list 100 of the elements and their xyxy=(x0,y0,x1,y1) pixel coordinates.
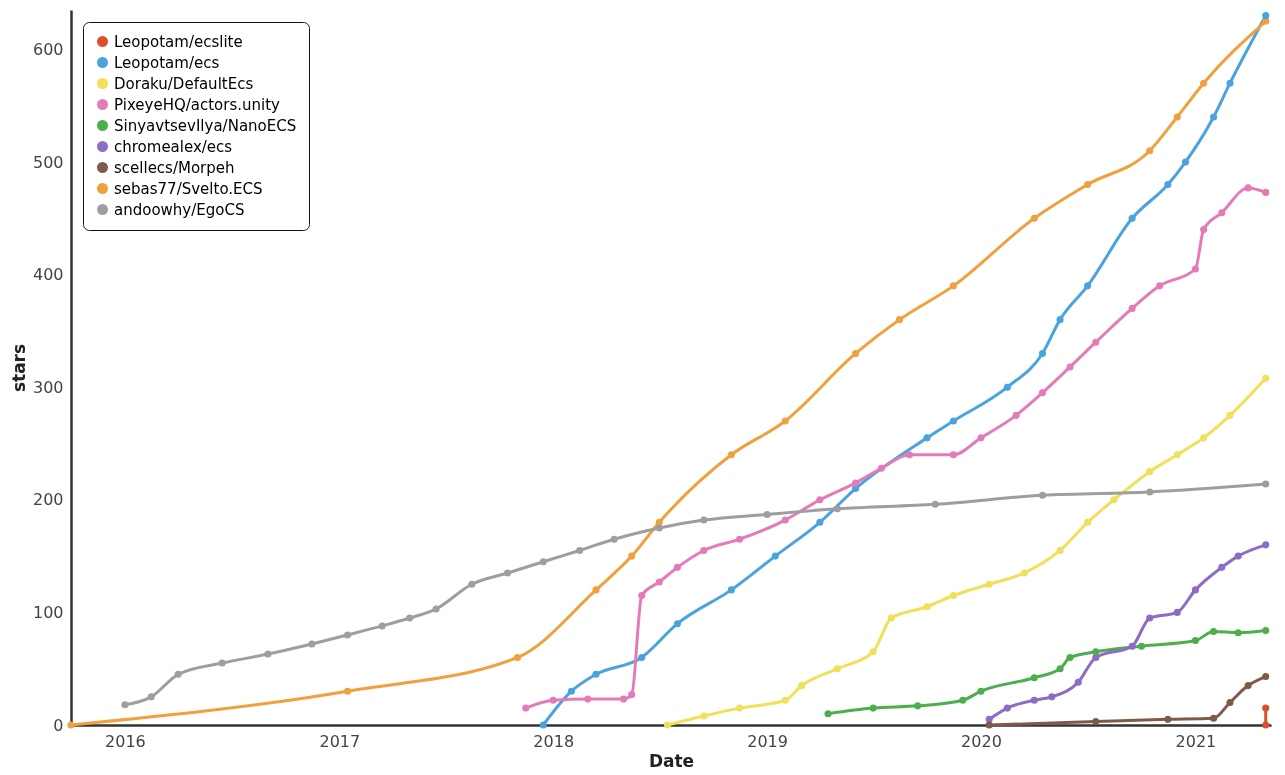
point xyxy=(1146,147,1154,155)
point xyxy=(1210,714,1218,722)
point xyxy=(1128,214,1136,222)
point xyxy=(869,704,877,712)
point xyxy=(1164,715,1172,723)
point xyxy=(468,580,476,588)
y-tick-label: 500 xyxy=(32,152,64,172)
point xyxy=(1262,480,1270,488)
point xyxy=(1234,552,1242,560)
point xyxy=(539,558,547,566)
point xyxy=(655,578,663,586)
point xyxy=(877,464,885,472)
point xyxy=(1012,411,1020,419)
point xyxy=(833,665,841,673)
point xyxy=(869,648,877,656)
point xyxy=(949,417,957,425)
point xyxy=(985,580,993,588)
point xyxy=(1181,158,1189,166)
point xyxy=(798,682,806,690)
legend-label: Doraku/DefaultEcs xyxy=(114,74,254,93)
x-tick-label: 2021 xyxy=(1175,731,1217,751)
point xyxy=(1110,496,1118,504)
point xyxy=(522,704,530,712)
point xyxy=(638,591,646,600)
point xyxy=(218,659,226,667)
point xyxy=(1128,304,1136,312)
point xyxy=(1200,434,1208,442)
point xyxy=(1056,665,1064,673)
point xyxy=(1226,698,1234,707)
point xyxy=(1191,637,1199,645)
point xyxy=(1200,226,1208,234)
point xyxy=(1173,608,1181,616)
point xyxy=(576,546,584,554)
point xyxy=(700,712,708,720)
point xyxy=(1226,79,1234,87)
y-axis-title: stars xyxy=(8,343,29,393)
x-tick-label: 2020 xyxy=(961,731,1002,751)
point xyxy=(1074,678,1082,686)
legend-label: andoowhy/EgoCS xyxy=(114,200,245,219)
point xyxy=(121,701,129,709)
point xyxy=(174,670,182,678)
point xyxy=(700,516,708,524)
point xyxy=(655,518,663,526)
point xyxy=(1262,17,1270,25)
point xyxy=(816,496,824,504)
point xyxy=(1146,614,1154,622)
point xyxy=(1066,363,1074,371)
point xyxy=(592,670,600,678)
legend-label: PixeyeHQ/actors.unity xyxy=(114,95,281,114)
x-tick-label: 2016 xyxy=(105,731,146,751)
point xyxy=(1262,673,1270,681)
legend-label: chromealex/ecs xyxy=(114,137,233,156)
point xyxy=(1191,265,1199,273)
point xyxy=(985,721,993,729)
legend-label: Leopotam/ecs xyxy=(114,53,220,72)
point xyxy=(147,693,155,701)
point xyxy=(700,546,708,554)
y-tick-label: 0 xyxy=(53,715,64,735)
point xyxy=(1191,586,1199,594)
point xyxy=(503,569,512,577)
point xyxy=(432,605,440,613)
point xyxy=(655,524,663,532)
point xyxy=(1210,628,1218,636)
point xyxy=(887,614,895,622)
point xyxy=(1084,181,1092,189)
point xyxy=(549,696,557,704)
point xyxy=(1218,209,1226,217)
point xyxy=(1048,693,1056,701)
point xyxy=(977,687,985,695)
legend-label: sebas77/Svelto.ECS xyxy=(114,179,263,198)
point xyxy=(1173,451,1181,459)
y-tick-label: 200 xyxy=(32,490,64,510)
point xyxy=(1210,113,1218,121)
point xyxy=(923,434,931,442)
point xyxy=(1146,468,1154,476)
point xyxy=(1164,181,1172,189)
point xyxy=(816,518,824,526)
point xyxy=(1066,653,1074,661)
point xyxy=(736,535,744,543)
x-axis-title: Date xyxy=(648,750,695,771)
point xyxy=(852,485,860,493)
point xyxy=(1030,696,1038,704)
point xyxy=(1218,563,1226,571)
y-tick-label: 300 xyxy=(32,377,64,397)
point xyxy=(539,721,547,729)
point xyxy=(620,695,628,703)
point xyxy=(1262,626,1270,634)
point xyxy=(1244,682,1252,690)
point xyxy=(628,691,636,699)
point xyxy=(673,620,681,628)
point xyxy=(1020,569,1028,577)
point xyxy=(949,591,957,600)
point xyxy=(763,510,771,518)
point xyxy=(378,622,386,630)
point xyxy=(308,640,316,648)
point xyxy=(985,715,993,723)
point xyxy=(264,650,272,658)
point xyxy=(1092,653,1100,661)
point xyxy=(610,535,618,543)
legend-label: scellecs/Morpeh xyxy=(114,158,235,177)
